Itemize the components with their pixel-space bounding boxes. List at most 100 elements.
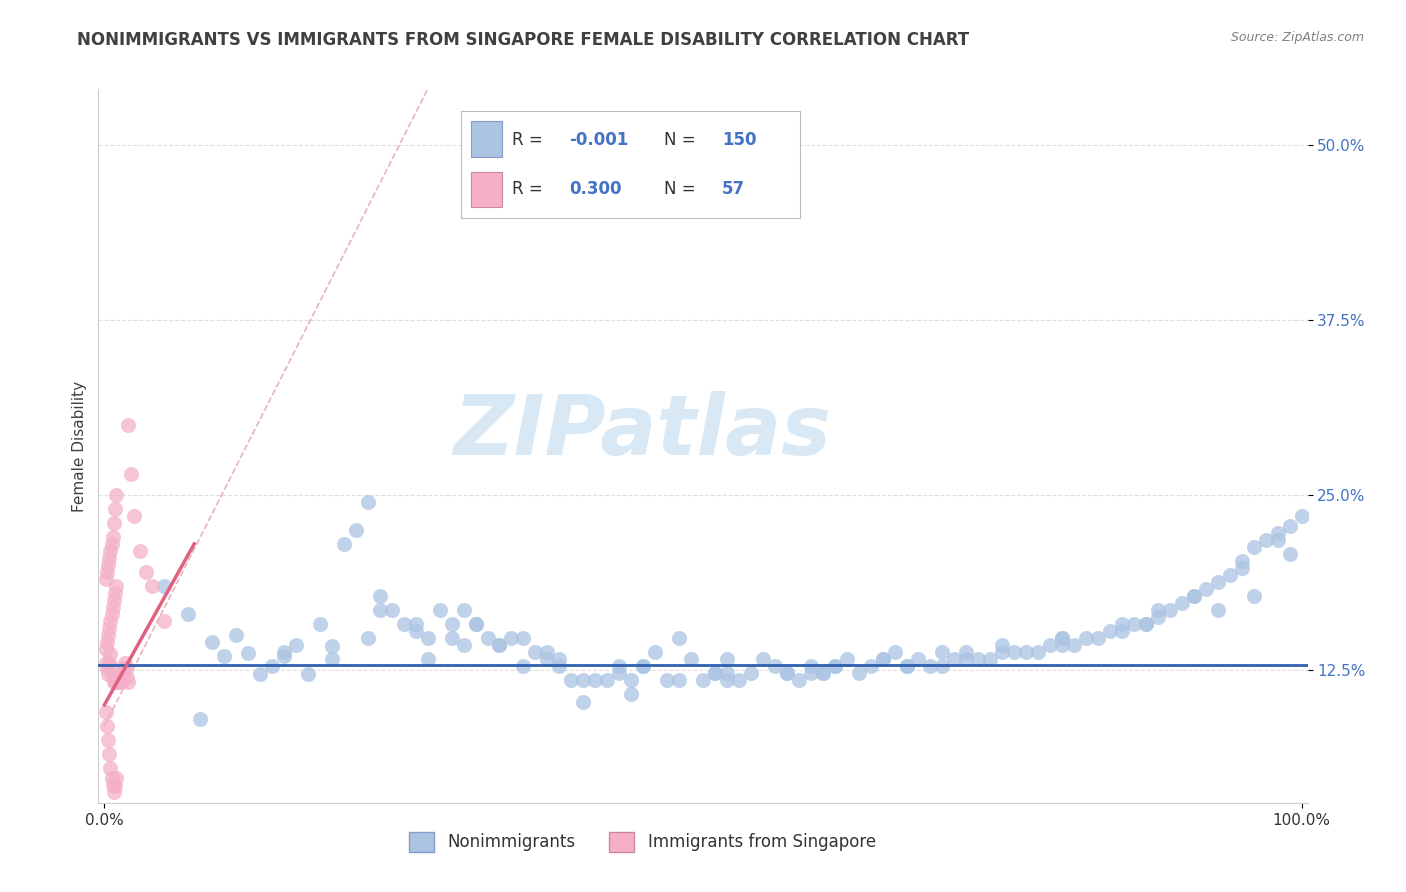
Point — [105, 579, 128, 593]
Point — [1278, 518, 1301, 533]
Point — [536, 651, 558, 665]
Point — [1182, 589, 1205, 603]
Point — [800, 658, 823, 673]
Point — [101, 778, 124, 792]
Point — [212, 648, 235, 663]
Point — [1147, 609, 1170, 624]
Point — [512, 631, 534, 645]
Point — [1206, 603, 1229, 617]
Point — [97, 667, 120, 681]
Point — [620, 687, 643, 701]
Legend: Nonimmigrants, Immigrants from Singapore: Nonimmigrants, Immigrants from Singapore — [402, 825, 883, 859]
Point — [668, 631, 690, 645]
Point — [488, 638, 510, 652]
Point — [704, 665, 727, 680]
Point — [488, 638, 510, 652]
Point — [536, 645, 558, 659]
Point — [104, 675, 127, 690]
Point — [1159, 603, 1181, 617]
Point — [153, 579, 176, 593]
Point — [100, 614, 122, 628]
Point — [100, 648, 122, 662]
Point — [644, 645, 666, 659]
Point — [104, 502, 127, 516]
Point — [321, 651, 343, 665]
Point — [776, 665, 799, 680]
Point — [883, 645, 905, 659]
Point — [100, 537, 122, 551]
Point — [907, 651, 929, 665]
Point — [107, 675, 129, 690]
Point — [110, 675, 132, 690]
Point — [453, 638, 475, 652]
Point — [1111, 616, 1133, 631]
Point — [177, 607, 200, 621]
Point — [1135, 616, 1157, 631]
Point — [1291, 508, 1313, 523]
Point — [225, 628, 247, 642]
Point — [787, 673, 810, 687]
Point — [931, 645, 953, 659]
Point — [679, 651, 702, 665]
Point — [583, 673, 606, 687]
Point — [98, 656, 121, 670]
Point — [153, 614, 176, 628]
Point — [260, 658, 283, 673]
Point — [1063, 638, 1085, 652]
Point — [1230, 560, 1253, 574]
Point — [97, 628, 120, 642]
Point — [1015, 645, 1038, 659]
Point — [1195, 582, 1218, 596]
Point — [357, 631, 380, 645]
Point — [1050, 631, 1073, 645]
Point — [524, 645, 547, 659]
Point — [105, 675, 128, 690]
Point — [104, 779, 127, 793]
Point — [98, 621, 121, 635]
Point — [453, 603, 475, 617]
Point — [1267, 533, 1289, 547]
Point — [991, 638, 1014, 652]
Point — [100, 607, 122, 621]
Point — [96, 661, 118, 675]
Point — [967, 651, 990, 665]
Point — [811, 665, 834, 680]
Point — [120, 467, 142, 481]
Point — [273, 645, 295, 659]
Point — [98, 747, 121, 761]
Point — [740, 665, 762, 680]
Point — [979, 651, 1001, 665]
Point — [201, 635, 224, 649]
Point — [96, 565, 118, 579]
Point — [943, 651, 966, 665]
Point — [548, 658, 571, 673]
Point — [1278, 547, 1301, 561]
Point — [96, 719, 118, 733]
Point — [1254, 533, 1277, 547]
Point — [381, 603, 404, 617]
Point — [112, 661, 135, 675]
Point — [464, 616, 486, 631]
Point — [655, 673, 678, 687]
Point — [1099, 624, 1122, 638]
Point — [94, 705, 117, 719]
Point — [1123, 616, 1146, 631]
Point — [464, 616, 486, 631]
Point — [704, 665, 727, 680]
Point — [111, 667, 134, 681]
Point — [835, 651, 858, 665]
Point — [631, 658, 654, 673]
Point — [97, 732, 120, 747]
Point — [1050, 631, 1073, 645]
Point — [716, 673, 738, 687]
Point — [100, 544, 122, 558]
Point — [124, 508, 146, 523]
Point — [284, 638, 307, 652]
Point — [620, 673, 643, 687]
Point — [1087, 631, 1109, 645]
Point — [991, 645, 1014, 659]
Point — [440, 616, 463, 631]
Point — [101, 599, 124, 614]
Point — [728, 673, 751, 687]
Point — [101, 670, 124, 684]
